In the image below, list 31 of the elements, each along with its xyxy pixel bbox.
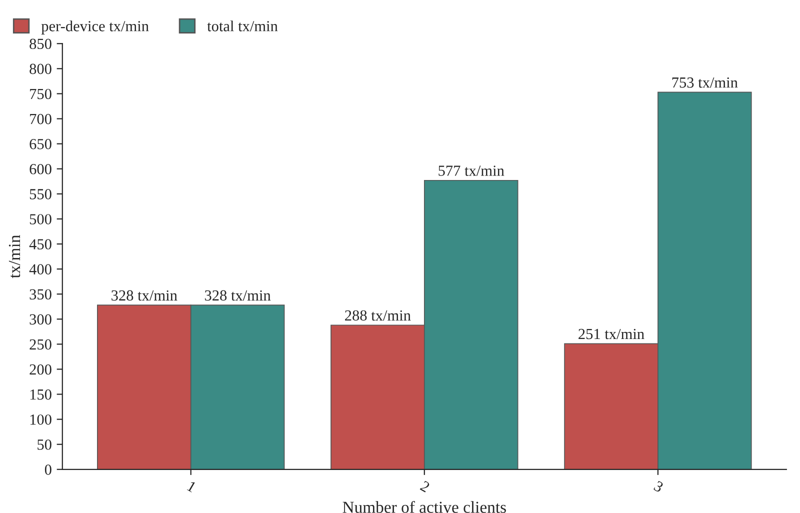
- legend-label: total tx/min: [207, 20, 278, 32]
- data-label: 328 tx/min: [112, 290, 178, 301]
- data-label: 328 tx/min: [204, 290, 271, 301]
- y-tick-label: 150: [30, 389, 52, 400]
- y-tick-label: 650: [30, 138, 52, 150]
- y-tick-label: 350: [30, 289, 52, 300]
- y-tick-label: 750: [30, 88, 52, 100]
- y-tick-label: 200: [30, 364, 52, 375]
- y-tick-label: 500: [30, 214, 52, 224]
- data-label: 288 tx/min: [345, 310, 411, 321]
- y-tick-label: 250: [30, 339, 52, 350]
- y-tick-label: 700: [30, 114, 52, 124]
- x-tick-label: 1: [186, 480, 197, 492]
- y-tick-label: 50: [38, 439, 52, 450]
- legend-label: per-device tx/min: [41, 20, 149, 34]
- y-tick-label: 600: [30, 164, 52, 174]
- data-label: 753 tx/min: [672, 77, 738, 88]
- x-tick-label: 2: [420, 480, 430, 492]
- data-label: 577 tx/min: [438, 166, 504, 176]
- x-tick-label: 3: [653, 480, 664, 493]
- data-label: 251 tx/min: [578, 328, 644, 340]
- y-tick-label: 850: [30, 38, 52, 50]
- y-tick-label: 800: [30, 64, 52, 74]
- y-tick-label: 100: [30, 414, 52, 425]
- y-tick-label: 550: [30, 189, 52, 200]
- y-axis-title: tx/min: [8, 234, 20, 278]
- x-axis-title: Number of active clients: [342, 501, 506, 513]
- y-tick-label: 0: [44, 464, 52, 475]
- y-tick-label: 300: [30, 314, 52, 325]
- y-tick-label: 400: [29, 264, 52, 274]
- y-tick-label: 450: [29, 239, 52, 250]
